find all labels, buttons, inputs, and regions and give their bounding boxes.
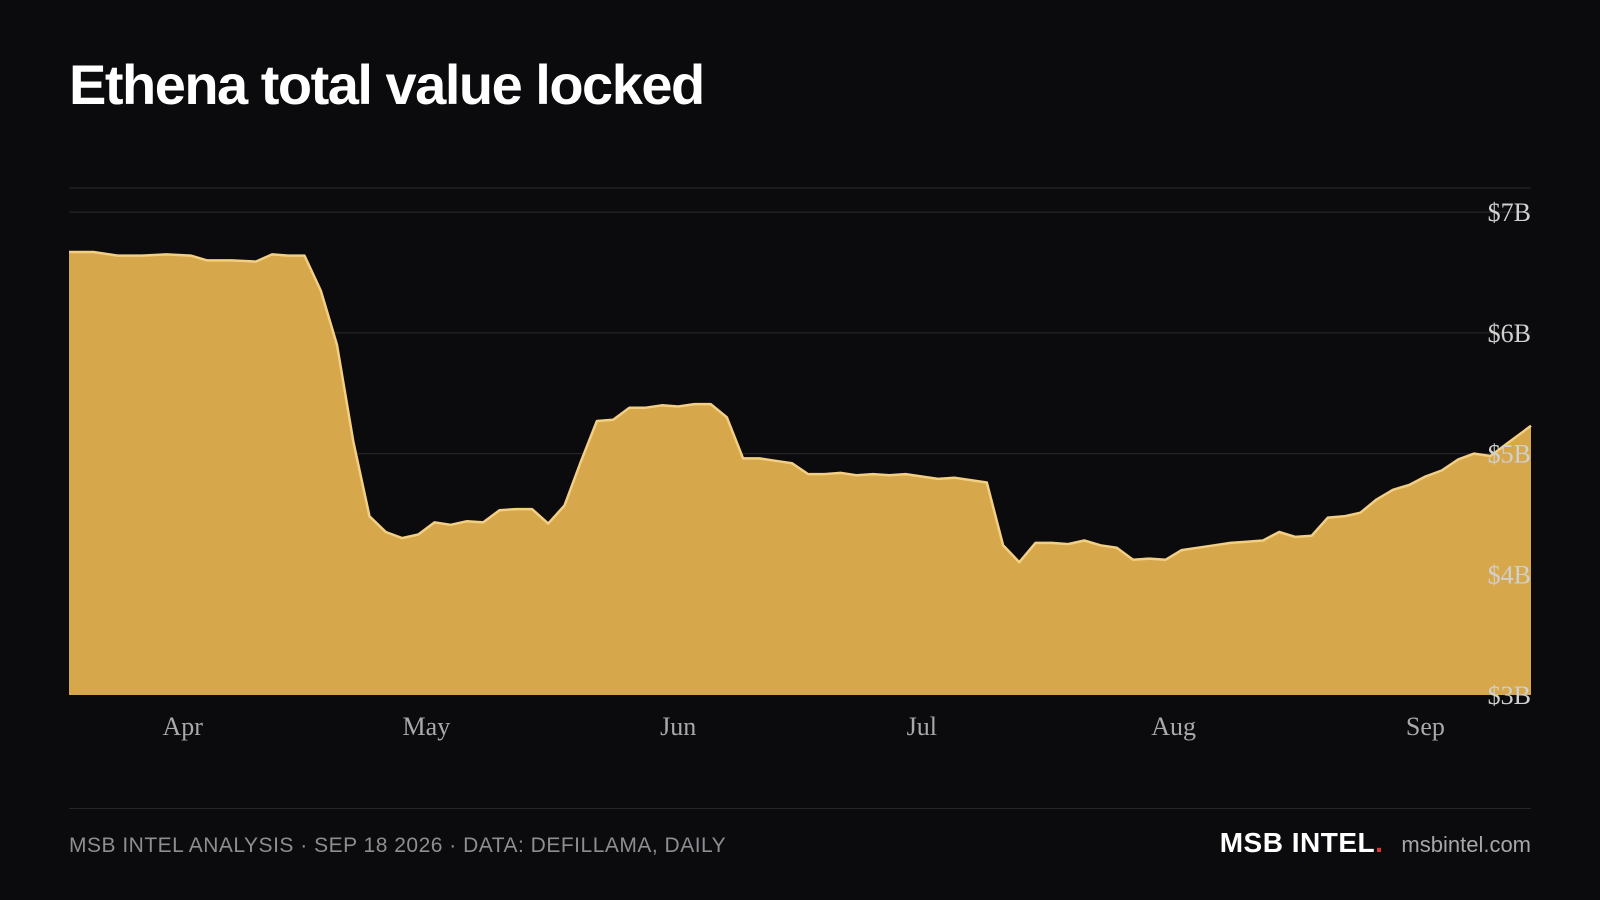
site-link[interactable]: msbintel.com [1401,832,1531,857]
x-tick-label-aug: Aug [1151,712,1196,741]
footer-divider [69,808,1531,809]
footer-brand-block: MSB INTEL. msbintel.com [1220,827,1531,859]
x-tick-label-jul: Jul [907,712,937,741]
tvl-area-chart: $7B $6B $5B $4B $3B Apr May Jun Jul Aug Sep [69,187,1532,741]
y-tick-label-7b: $7B [1488,198,1531,227]
tvl-line [69,250,1532,564]
brand-logo[interactable]: MSB INTEL. [1220,827,1384,859]
y-tick-label-5b: $5B [1488,440,1531,469]
tvl-area [69,252,1531,695]
x-tick-label-apr: Apr [162,712,203,741]
y-tick-label-6b: $6B [1488,319,1531,348]
x-tick-label-jun: Jun [660,712,696,741]
chart-title: Ethena total value locked [69,53,705,116]
footer-source-note: MSB INTEL ANALYSIS · SEP 18 2026 · DATA:… [69,834,727,857]
x-tick-label-may: May [403,712,451,741]
y-tick-label-4b: $4B [1488,560,1531,589]
y-tick-label-3b: $3B [1488,681,1531,710]
x-tick-label-sep: Sep [1406,712,1445,741]
brand-name: MSB INTEL [1219,827,1376,858]
brand-dot: . [1375,827,1384,858]
